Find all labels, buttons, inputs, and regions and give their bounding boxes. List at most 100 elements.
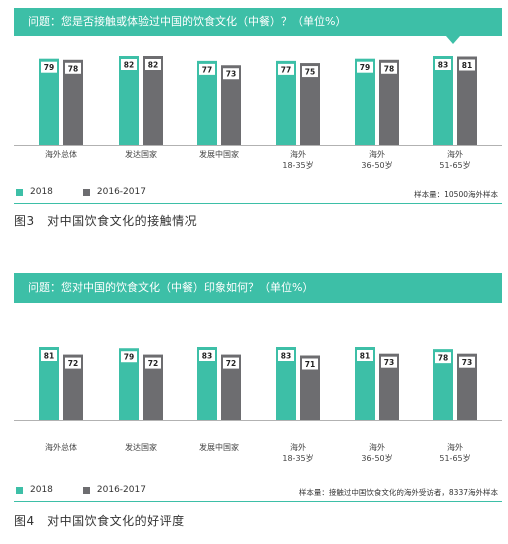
value-label-box (199, 63, 215, 75)
divider (14, 501, 502, 502)
value-label-box (459, 59, 475, 71)
legend-swatch-2016 (82, 486, 90, 494)
legend: 2018 2016-2017 (16, 187, 146, 197)
legend-label-2016: 2016-2017 (96, 187, 146, 197)
legend-label-2018: 2018 (30, 485, 53, 495)
bar-2016-2017 (300, 355, 320, 420)
value-label-box (121, 59, 137, 70)
divider (14, 203, 502, 204)
value-label-box (223, 68, 239, 80)
value-label: 78 (384, 64, 394, 73)
bar-2018 (276, 60, 296, 145)
value-label: 71 (305, 360, 315, 369)
value-label-box (121, 351, 137, 363)
sample-note: 样本量：接触过中国饮食文化的海外受访者，8337海外样本 (298, 488, 498, 497)
value-label-box (278, 63, 294, 75)
value-label: 77 (202, 65, 212, 74)
bar-2016-2017 (457, 353, 477, 420)
category-label: 发展中国家 (199, 150, 239, 159)
value-label-box (199, 350, 215, 361)
value-label-box (381, 62, 397, 74)
value-label-box (302, 66, 318, 78)
value-label-box (65, 357, 81, 369)
bar-2018 (39, 58, 59, 145)
banner-pointer (446, 36, 460, 44)
value-label: 72 (68, 359, 78, 368)
category-label: 海外总体 (45, 150, 77, 159)
legend-swatch-2016 (82, 188, 90, 196)
value-label-box (65, 62, 81, 74)
value-label: 83 (202, 352, 212, 361)
bar-2016-2017 (221, 65, 241, 145)
value-label-box (435, 352, 451, 364)
value-label: 81 (462, 61, 472, 70)
category-label: 海外 36-50岁 (361, 150, 393, 170)
sample-note: 样本量：10500海外样本 (414, 190, 498, 199)
bar-2018 (119, 348, 139, 420)
value-label-box (145, 357, 161, 369)
bar-chart-contact: 79 78 82 82 77 73 77 75 79 78 83 81 (14, 56, 502, 146)
bar-2018 (197, 347, 217, 420)
bar-2018 (119, 56, 139, 145)
category-label: 海外 51-65岁 (439, 150, 471, 170)
value-label: 73 (384, 358, 394, 367)
bar-2018 (355, 58, 375, 145)
bar-2018 (276, 347, 296, 420)
value-label: 79 (360, 63, 370, 72)
value-label: 81 (44, 352, 54, 361)
category-label: 海外 18-35岁 (282, 443, 314, 463)
value-label: 75 (305, 68, 315, 77)
category-label: 发达国家 (125, 150, 157, 159)
bar-2016-2017 (63, 354, 83, 420)
value-label-box (381, 356, 397, 368)
value-label-box (357, 61, 373, 73)
bar-2016-2017 (379, 353, 399, 420)
category-label: 发展中国家 (199, 443, 239, 452)
value-label: 83 (281, 352, 291, 361)
category-label: 海外 36-50岁 (361, 443, 393, 463)
value-label: 78 (438, 354, 448, 363)
bar-2016-2017 (300, 63, 320, 145)
value-label-box (145, 59, 161, 70)
value-label-box (357, 350, 373, 361)
value-label-box (278, 350, 294, 361)
value-label: 82 (124, 61, 134, 70)
value-label-box (223, 357, 239, 369)
value-label: 72 (226, 359, 236, 368)
bar-2016-2017 (63, 59, 83, 145)
bar-2016-2017 (143, 354, 163, 420)
figure-caption: 图4 对中国饮食文化的好评度 (14, 514, 185, 528)
value-label: 81 (360, 352, 370, 361)
category-label: 海外总体 (45, 443, 77, 452)
bar-2016-2017 (379, 59, 399, 145)
bar-2016-2017 (143, 56, 163, 145)
value-label-box (459, 356, 475, 368)
legend-swatch-2018 (16, 486, 23, 494)
bar-2018 (197, 60, 217, 145)
bar-2016-2017 (457, 56, 477, 145)
category-label: 海外 51-65岁 (439, 443, 471, 463)
value-label: 78 (68, 64, 78, 73)
bar-2018 (433, 349, 453, 420)
figure-caption: 图3 对中国饮食文化的接触情况 (14, 214, 198, 228)
bar-2016-2017 (221, 354, 241, 420)
value-label: 83 (438, 61, 448, 70)
value-label: 73 (462, 358, 472, 367)
bar-2018 (433, 56, 453, 145)
value-label: 77 (281, 65, 291, 74)
legend-swatch-2018 (16, 188, 23, 196)
bar-2018 (39, 347, 59, 420)
value-label-box (41, 61, 57, 73)
legend-label-2016: 2016-2017 (96, 485, 146, 495)
category-label: 海外 18-35岁 (282, 150, 314, 170)
value-label-box (435, 59, 451, 70)
value-label: 79 (124, 353, 134, 362)
legend: 2018 2016-2017 (16, 485, 146, 495)
value-label: 82 (148, 61, 158, 70)
question-banner: 问题：您是否接触或体验过中国的饮食文化（中餐）？（单位%） (14, 8, 502, 36)
category-label: 发达国家 (125, 443, 157, 452)
value-label-box (41, 350, 57, 361)
question-banner: 问题：您对中国的饮食文化（中餐）印象如何？（单位%） (14, 273, 502, 303)
legend-label-2018: 2018 (30, 187, 53, 197)
value-label: 73 (226, 70, 236, 79)
